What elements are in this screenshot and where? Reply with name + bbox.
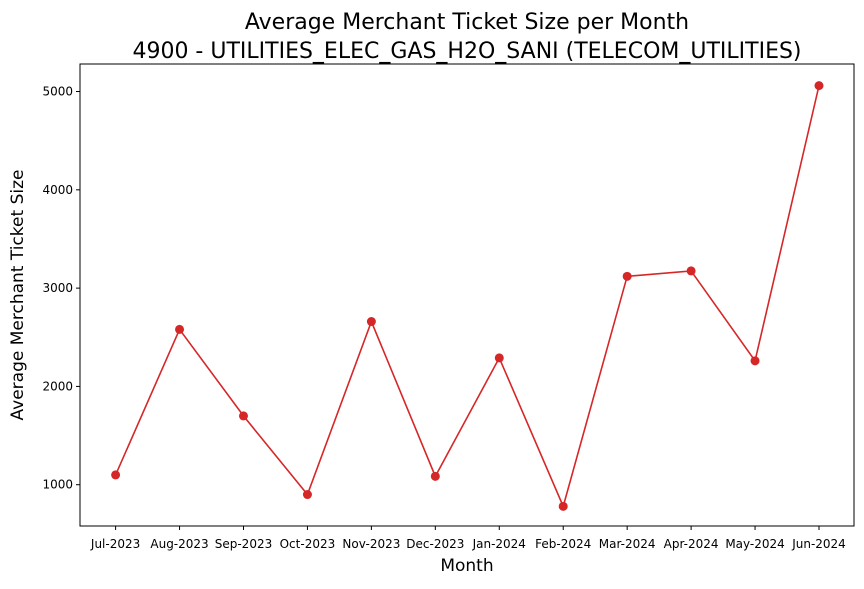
chart-title: Average Merchant Ticket Size per Month: [245, 10, 689, 35]
y-tick-label: 3000: [42, 281, 73, 295]
x-tick-label: Sep-2023: [215, 537, 273, 551]
x-tick-label: Jan-2024: [472, 537, 526, 551]
series-layer: [111, 81, 824, 511]
x-tick-label: Feb-2024: [535, 537, 591, 551]
y-tick-label: 5000: [42, 85, 73, 99]
data-point: [430, 471, 440, 481]
y-tick-label: 4000: [42, 183, 73, 197]
y-tick-label: 2000: [42, 379, 73, 393]
x-tick-label: Aug-2023: [150, 537, 208, 551]
plot-area-frame: [79, 63, 855, 527]
y-tick-label: 1000: [42, 478, 73, 492]
data-point: [622, 271, 632, 281]
x-axis: Jul-2023 Aug-2023 Sep-2023 Oct-2023 Nov-2023…: [90, 526, 846, 551]
x-tick-label: Apr-2024: [664, 537, 719, 551]
y-axis: 1000 2000 3000 4000 5000: [42, 85, 80, 492]
data-point: [814, 81, 824, 91]
data-point: [366, 317, 376, 327]
data-point: [686, 266, 696, 276]
data-point: [750, 356, 760, 366]
data-point: [558, 501, 568, 511]
x-tick-label: May-2024: [725, 537, 784, 551]
x-axis-label: Month: [440, 556, 493, 576]
data-point: [494, 353, 504, 363]
data-point: [238, 411, 248, 421]
data-point: [175, 324, 185, 334]
x-tick-label: Mar-2024: [599, 537, 656, 551]
x-tick-label: Jul-2023: [90, 537, 140, 551]
x-tick-label: Jun-2024: [791, 537, 846, 551]
series-line: [114, 85, 820, 509]
x-tick-label: Dec-2023: [406, 537, 464, 551]
y-axis-label: Average Merchant Ticket Size: [8, 170, 28, 421]
x-tick-label: Oct-2023: [280, 537, 336, 551]
data-point: [111, 470, 121, 480]
x-tick-label: Nov-2023: [342, 537, 400, 551]
data-point: [302, 490, 312, 500]
chart-subtitle: 4900 - UTILITIES_ELEC_GAS_H2O_SANI (TELE…: [132, 39, 801, 64]
